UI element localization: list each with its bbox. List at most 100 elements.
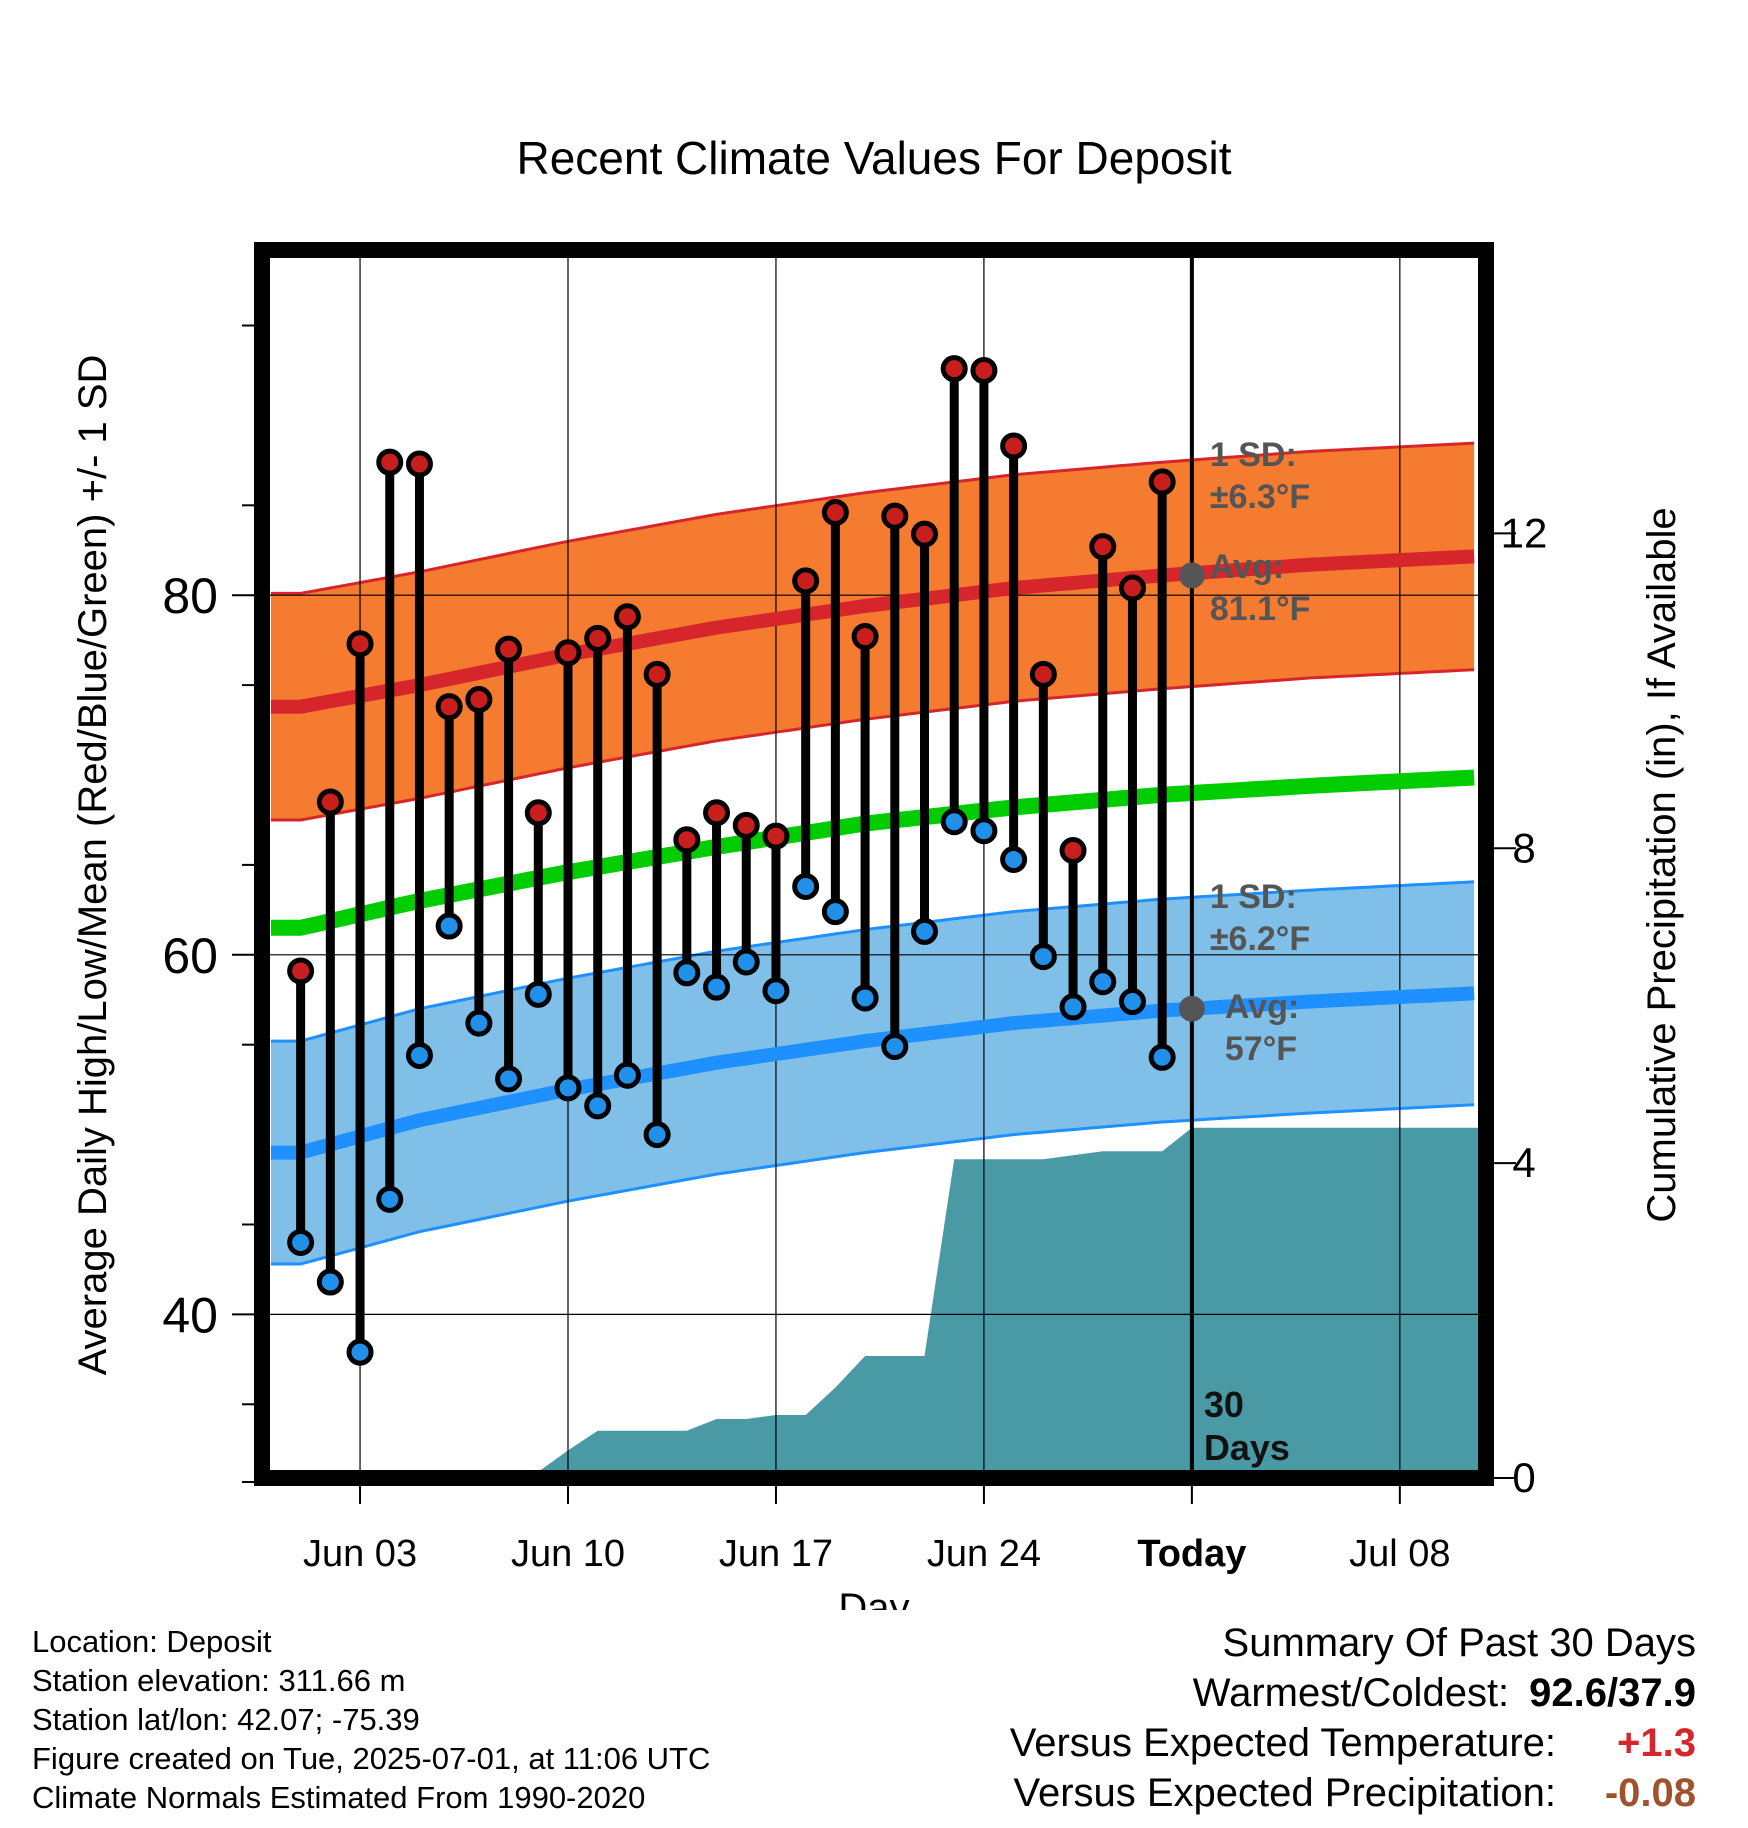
chart-title: Recent Climate Values For Deposit: [517, 132, 1232, 184]
daily-high-point: [1148, 468, 1176, 496]
y2-tick-label: 4: [1512, 1139, 1535, 1186]
x-tick-label: Jun 17: [719, 1533, 833, 1575]
summary-temp-row: Versus Expected Temperature: +1.3: [1010, 1718, 1696, 1768]
daily-high-point: [287, 957, 315, 985]
daily-low-point: [1029, 943, 1057, 971]
daily-high-point: [435, 693, 463, 721]
precipitation-area: [279, 1127, 1486, 1478]
daily-low-point: [762, 977, 790, 1005]
y2-axis-label: Cumulative Precipitation (in), If Availa…: [1640, 507, 1684, 1222]
summary-precip-row: Versus Expected Precipitation: -0.08: [1010, 1768, 1696, 1818]
daily-low-point: [821, 898, 849, 926]
elevation-text: Station elevation: 311.66 m: [32, 1663, 406, 1698]
summary-warmest-row: Warmest/Coldest: 92.6/37.9: [1010, 1668, 1696, 1718]
daily-low-point: [940, 808, 968, 836]
daily-high-point: [554, 639, 582, 667]
days-label-word: Days: [1204, 1427, 1290, 1468]
high-sd-lower-edge: [270, 668, 1475, 822]
y-axis-label: Average Daily High/Low/Mean (Red/Blue/Gr…: [71, 355, 115, 1376]
daily-low-point: [465, 1009, 493, 1037]
daily-low-point: [376, 1185, 404, 1213]
daily-high-point: [1118, 574, 1146, 602]
daily-low-point: [495, 1065, 523, 1093]
daily-low-point: [673, 959, 701, 987]
daily-high-point: [613, 603, 641, 631]
daily-high-point: [911, 520, 939, 548]
temp-label: Versus Expected Temperature:: [1009, 1721, 1556, 1765]
y2-tick-label: 12: [1501, 509, 1548, 556]
daily-high-point: [970, 356, 998, 384]
x-tick-label: Today: [1137, 1533, 1246, 1575]
x-tick-label: Jun 10: [511, 1533, 625, 1575]
high-avg-value: 81.1°F: [1210, 590, 1311, 628]
today-low-avg-dot: [1178, 995, 1205, 1022]
low-sd-label: 1 SD:: [1210, 878, 1297, 916]
low-sd-value: ±6.2°F: [1210, 920, 1310, 958]
daily-low-point: [346, 1338, 374, 1366]
high-sd-upper-edge: [270, 441, 1475, 595]
y2-tick-label: 8: [1512, 824, 1535, 871]
high-sd-label: 1 SD:: [1210, 436, 1297, 474]
daily-low-point: [851, 984, 879, 1012]
daily-high-point: [821, 499, 849, 527]
low-avg-label: Avg:: [1225, 988, 1299, 1026]
daily-low-point: [584, 1092, 612, 1120]
daily-low-point: [435, 912, 463, 940]
daily-high-point: [1089, 533, 1117, 561]
normal-high-line: [270, 549, 1475, 714]
daily-high-point: [465, 685, 493, 713]
daily-low-point: [792, 872, 820, 900]
daily-low-point: [703, 973, 731, 1001]
daily-low-point: [911, 917, 939, 945]
low-sd-lower-edge: [270, 1103, 1475, 1266]
daily-high-point: [643, 660, 671, 688]
precip-value: -0.08: [1604, 1771, 1696, 1815]
daily-high-point: [405, 450, 433, 478]
created-text: Figure created on Tue, 2025-07-01, at 11…: [32, 1741, 711, 1776]
warmest-value: 92.6/37.9: [1529, 1671, 1696, 1715]
today-high-avg-dot: [1178, 562, 1205, 589]
normal-low-line: [270, 986, 1475, 1160]
daily-high-point: [584, 624, 612, 652]
daily-high-point: [346, 630, 374, 658]
latlon-text: Station lat/lon: 42.07; -75.39: [32, 1702, 420, 1737]
daily-high-point: [1059, 837, 1087, 865]
low-sd-upper-edge: [270, 880, 1475, 1043]
low-sd-band: [270, 881, 1475, 1264]
daily-high-point: [376, 448, 404, 476]
chart-axes: Jun 03 Jun 10 Jun 17 Jun 24 Today Jul 0840608…: [162, 242, 1548, 1575]
summary-panel: Summary Of Past 30 Days Warmest/Coldest:…: [1010, 1618, 1696, 1818]
daily-low-point: [643, 1121, 671, 1149]
precip-label: Versus Expected Precipitation:: [1013, 1771, 1556, 1815]
y-tick-label: 80: [162, 568, 218, 624]
temp-value: +1.3: [1617, 1721, 1696, 1765]
y-tick-label: 60: [162, 928, 218, 984]
daily-high-point: [524, 799, 552, 827]
days-label-number: 30: [1204, 1384, 1244, 1425]
daily-low-point: [613, 1061, 641, 1089]
daily-low-point: [1059, 993, 1087, 1021]
daily-low-point: [1118, 988, 1146, 1016]
high-avg-label: Avg:: [1210, 548, 1284, 586]
low-avg-value: 57°F: [1225, 1030, 1297, 1068]
daily-low-point: [1000, 846, 1028, 874]
daily-high-point: [732, 811, 760, 839]
plot-frame: [254, 242, 1494, 1486]
daily-low-point: [554, 1074, 582, 1102]
daily-low-point: [1148, 1043, 1176, 1071]
daily-high-point: [1029, 660, 1057, 688]
daily-low-point: [316, 1268, 344, 1296]
x-axis-label: Day: [838, 1586, 909, 1610]
daily-high-point: [940, 355, 968, 383]
daily-high-point: [673, 826, 701, 854]
daily-low-point: [1089, 968, 1117, 996]
daily-low-point: [732, 948, 760, 976]
daily-high-point: [703, 799, 731, 827]
y2-tick-label: 0: [1512, 1454, 1535, 1501]
daily-high-point: [792, 567, 820, 595]
daily-high-point: [1000, 432, 1028, 460]
x-tick-label: Jul 08: [1349, 1533, 1450, 1575]
climate-chart: Recent Climate Values For Deposit 1 SD: ±…: [71, 132, 1684, 1610]
x-tick-label: Jun 24: [927, 1533, 1041, 1575]
daily-high-point: [762, 822, 790, 850]
